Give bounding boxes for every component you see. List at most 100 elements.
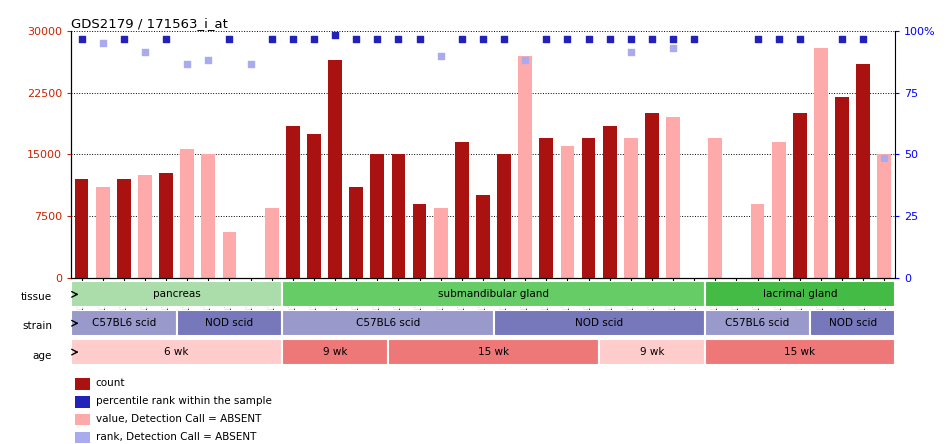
Bar <box>793 113 807 278</box>
Bar <box>624 138 637 278</box>
Point <box>158 36 173 43</box>
Text: NOD scid: NOD scid <box>829 318 877 328</box>
Text: 6 wk: 6 wk <box>165 347 188 357</box>
Point <box>496 36 511 43</box>
Bar <box>75 378 90 390</box>
Bar <box>705 339 895 365</box>
Bar <box>708 138 723 278</box>
Point <box>348 36 364 43</box>
Bar <box>329 60 342 278</box>
Text: age: age <box>33 351 52 361</box>
Bar <box>493 310 705 336</box>
Bar <box>265 208 278 278</box>
Text: 9 wk: 9 wk <box>640 347 664 357</box>
Bar <box>75 396 90 408</box>
Text: tissue: tissue <box>21 292 52 301</box>
Point <box>539 36 554 43</box>
Point <box>116 36 132 43</box>
Point <box>74 36 89 43</box>
Bar <box>117 179 131 278</box>
Text: 9 wk: 9 wk <box>323 347 348 357</box>
Point <box>137 48 152 55</box>
Bar <box>75 432 90 443</box>
Point <box>264 36 279 43</box>
Point <box>666 36 681 43</box>
Bar <box>349 187 363 278</box>
Point <box>475 36 491 43</box>
Bar <box>705 310 811 336</box>
Point <box>243 60 259 67</box>
Bar <box>71 281 282 307</box>
Bar <box>75 414 90 425</box>
Point <box>201 56 216 63</box>
Point <box>687 36 702 43</box>
Bar <box>71 339 282 365</box>
Text: value, Detection Call = ABSENT: value, Detection Call = ABSENT <box>96 414 261 424</box>
Bar <box>878 155 891 278</box>
Text: count: count <box>96 378 125 388</box>
Bar <box>518 56 532 278</box>
Bar <box>307 134 321 278</box>
Bar <box>388 339 599 365</box>
Text: NOD scid: NOD scid <box>205 318 254 328</box>
Text: rank, Detection Call = ABSENT: rank, Detection Call = ABSENT <box>96 432 256 442</box>
Point <box>180 60 195 67</box>
Point <box>518 56 533 63</box>
Bar <box>392 155 405 278</box>
Bar <box>705 281 895 307</box>
Point <box>771 36 786 43</box>
Bar <box>434 208 448 278</box>
Bar <box>223 232 237 278</box>
Point <box>307 36 322 43</box>
Point <box>455 36 470 43</box>
Text: 15 wk: 15 wk <box>478 347 509 357</box>
Bar <box>751 203 764 278</box>
Text: pancreas: pancreas <box>152 289 201 299</box>
Point <box>750 36 765 43</box>
Point <box>369 36 384 43</box>
Text: lacrimal gland: lacrimal gland <box>762 289 837 299</box>
Bar <box>413 203 426 278</box>
Text: C57BL6 scid: C57BL6 scid <box>356 318 420 328</box>
Bar <box>202 155 215 278</box>
Bar <box>811 310 895 336</box>
Point <box>623 48 638 55</box>
Bar <box>282 281 705 307</box>
Point <box>560 36 575 43</box>
Text: percentile rank within the sample: percentile rank within the sample <box>96 396 272 406</box>
Bar <box>603 126 616 278</box>
Text: strain: strain <box>22 321 52 331</box>
Bar <box>581 138 596 278</box>
Point <box>412 36 427 43</box>
Point <box>666 44 681 51</box>
Text: submandibular gland: submandibular gland <box>438 289 549 299</box>
Point <box>391 36 406 43</box>
Bar <box>476 195 490 278</box>
Bar <box>814 48 828 278</box>
Point <box>222 36 237 43</box>
Text: 15 wk: 15 wk <box>784 347 815 357</box>
Text: NOD scid: NOD scid <box>575 318 623 328</box>
Point <box>623 36 638 43</box>
Point <box>285 36 300 43</box>
Bar <box>286 126 299 278</box>
Bar <box>370 155 384 278</box>
Bar <box>835 97 849 278</box>
Bar <box>645 113 659 278</box>
Bar <box>177 310 282 336</box>
Bar <box>772 142 786 278</box>
Bar <box>138 175 152 278</box>
Point <box>644 36 659 43</box>
Bar <box>561 146 574 278</box>
Bar <box>159 173 173 278</box>
Bar <box>282 339 388 365</box>
Point <box>834 36 849 43</box>
Bar <box>180 149 194 278</box>
Bar <box>856 64 870 278</box>
Point <box>856 36 871 43</box>
Point <box>433 52 448 59</box>
Text: C57BL6 scid: C57BL6 scid <box>92 318 156 328</box>
Point <box>793 36 808 43</box>
Point <box>328 32 343 39</box>
Bar <box>497 155 511 278</box>
